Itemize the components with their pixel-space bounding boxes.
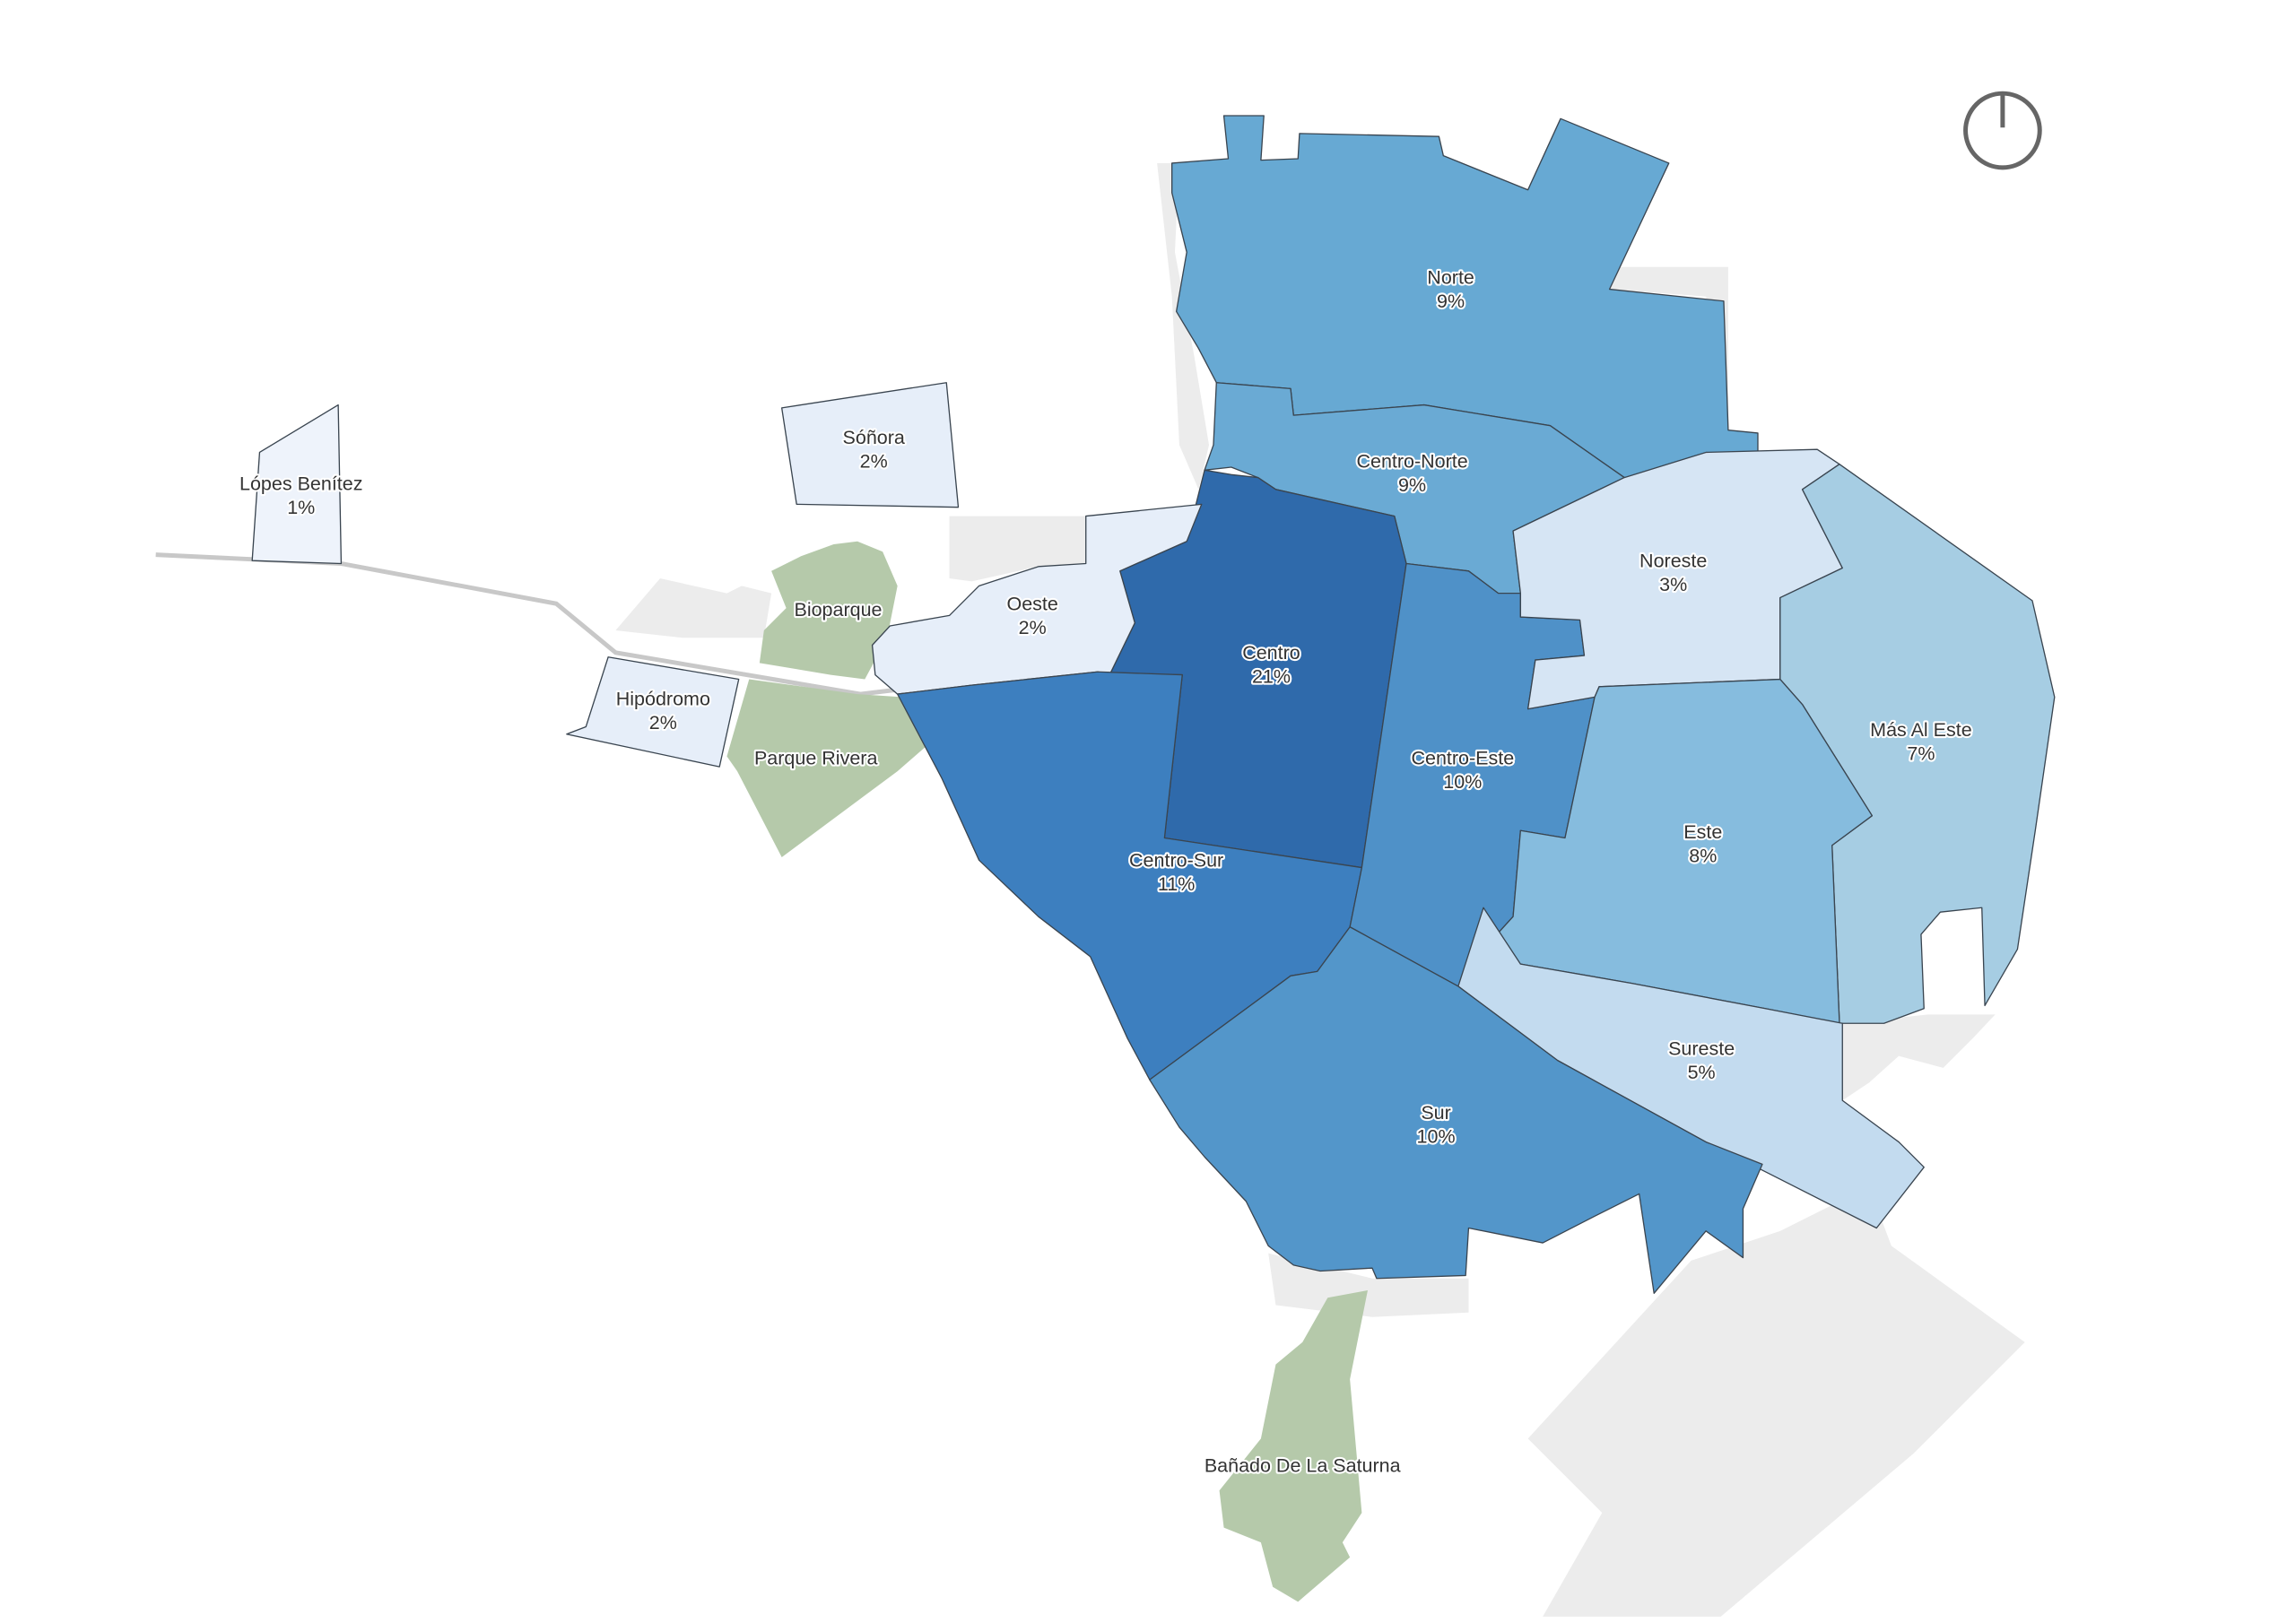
- labels: Bioparque Parque Rivera Bañado De La Satur…: [238, 265, 1974, 1479]
- region-name: Oeste: [1006, 594, 1057, 615]
- region-name: Centro-Este: [1411, 748, 1514, 769]
- map-layer: Bioparque Parque Rivera Bañado De La Satur…: [155, 115, 2056, 1617]
- background-area: [1609, 266, 1728, 430]
- region-name: Centro-Norte: [1356, 451, 1467, 473]
- background-area: [1157, 162, 1210, 490]
- region-value-label: 10%: [1417, 1125, 1456, 1147]
- region-value-label: 1%: [287, 497, 315, 518]
- park-label: Bioparque: [794, 599, 882, 621]
- region-value-label: 2%: [1019, 617, 1047, 638]
- region-value-label: 5%: [1688, 1062, 1716, 1083]
- park: [726, 679, 932, 858]
- background-area: [1842, 1014, 1996, 1101]
- region-value-label: 8%: [1689, 846, 1717, 867]
- region-value-label: 3%: [1659, 574, 1687, 595]
- region-value-label: 9%: [1437, 291, 1465, 312]
- park: [1219, 1289, 1368, 1602]
- region-name: Norte: [1427, 267, 1474, 289]
- background-area: [949, 516, 1086, 582]
- region-name: Sureste: [1668, 1038, 1735, 1060]
- region-name: Este: [1683, 821, 1722, 843]
- region-name: Más Al Este: [1870, 719, 1972, 741]
- regions: [251, 115, 2056, 1294]
- park-label: Parque Rivera: [754, 748, 877, 769]
- background: [155, 162, 2025, 1617]
- parks: [726, 541, 1368, 1602]
- region-name: Hipódromo: [616, 688, 710, 709]
- power-button[interactable]: [1963, 91, 2042, 170]
- region: [780, 382, 960, 508]
- region: [566, 656, 740, 768]
- region-name: Lópes Benítez: [239, 473, 362, 495]
- region-value-label: 7%: [1907, 743, 1935, 765]
- region-value-label: 2%: [860, 451, 888, 473]
- region-name: Sur: [1421, 1102, 1450, 1124]
- background-area: [615, 578, 772, 638]
- region-value-label: 9%: [1398, 474, 1426, 496]
- region-name: Centro: [1242, 642, 1300, 664]
- region-value-label: 2%: [649, 712, 677, 733]
- region-name: Centro-Sur: [1129, 850, 1223, 872]
- region-value-label: 21%: [1252, 666, 1291, 688]
- region-value-label: 11%: [1158, 873, 1195, 895]
- region: [1779, 464, 2056, 1024]
- region: [1149, 926, 1763, 1294]
- region: [251, 404, 343, 565]
- park-label: Bañado De La Saturna: [1205, 1454, 1401, 1476]
- background-area: [1527, 1186, 2025, 1617]
- region-value-label: 10%: [1443, 771, 1482, 793]
- region: [1170, 115, 1759, 479]
- park: [759, 541, 898, 680]
- region-name: Sóñora: [843, 427, 905, 448]
- region-name: Noreste: [1639, 551, 1707, 572]
